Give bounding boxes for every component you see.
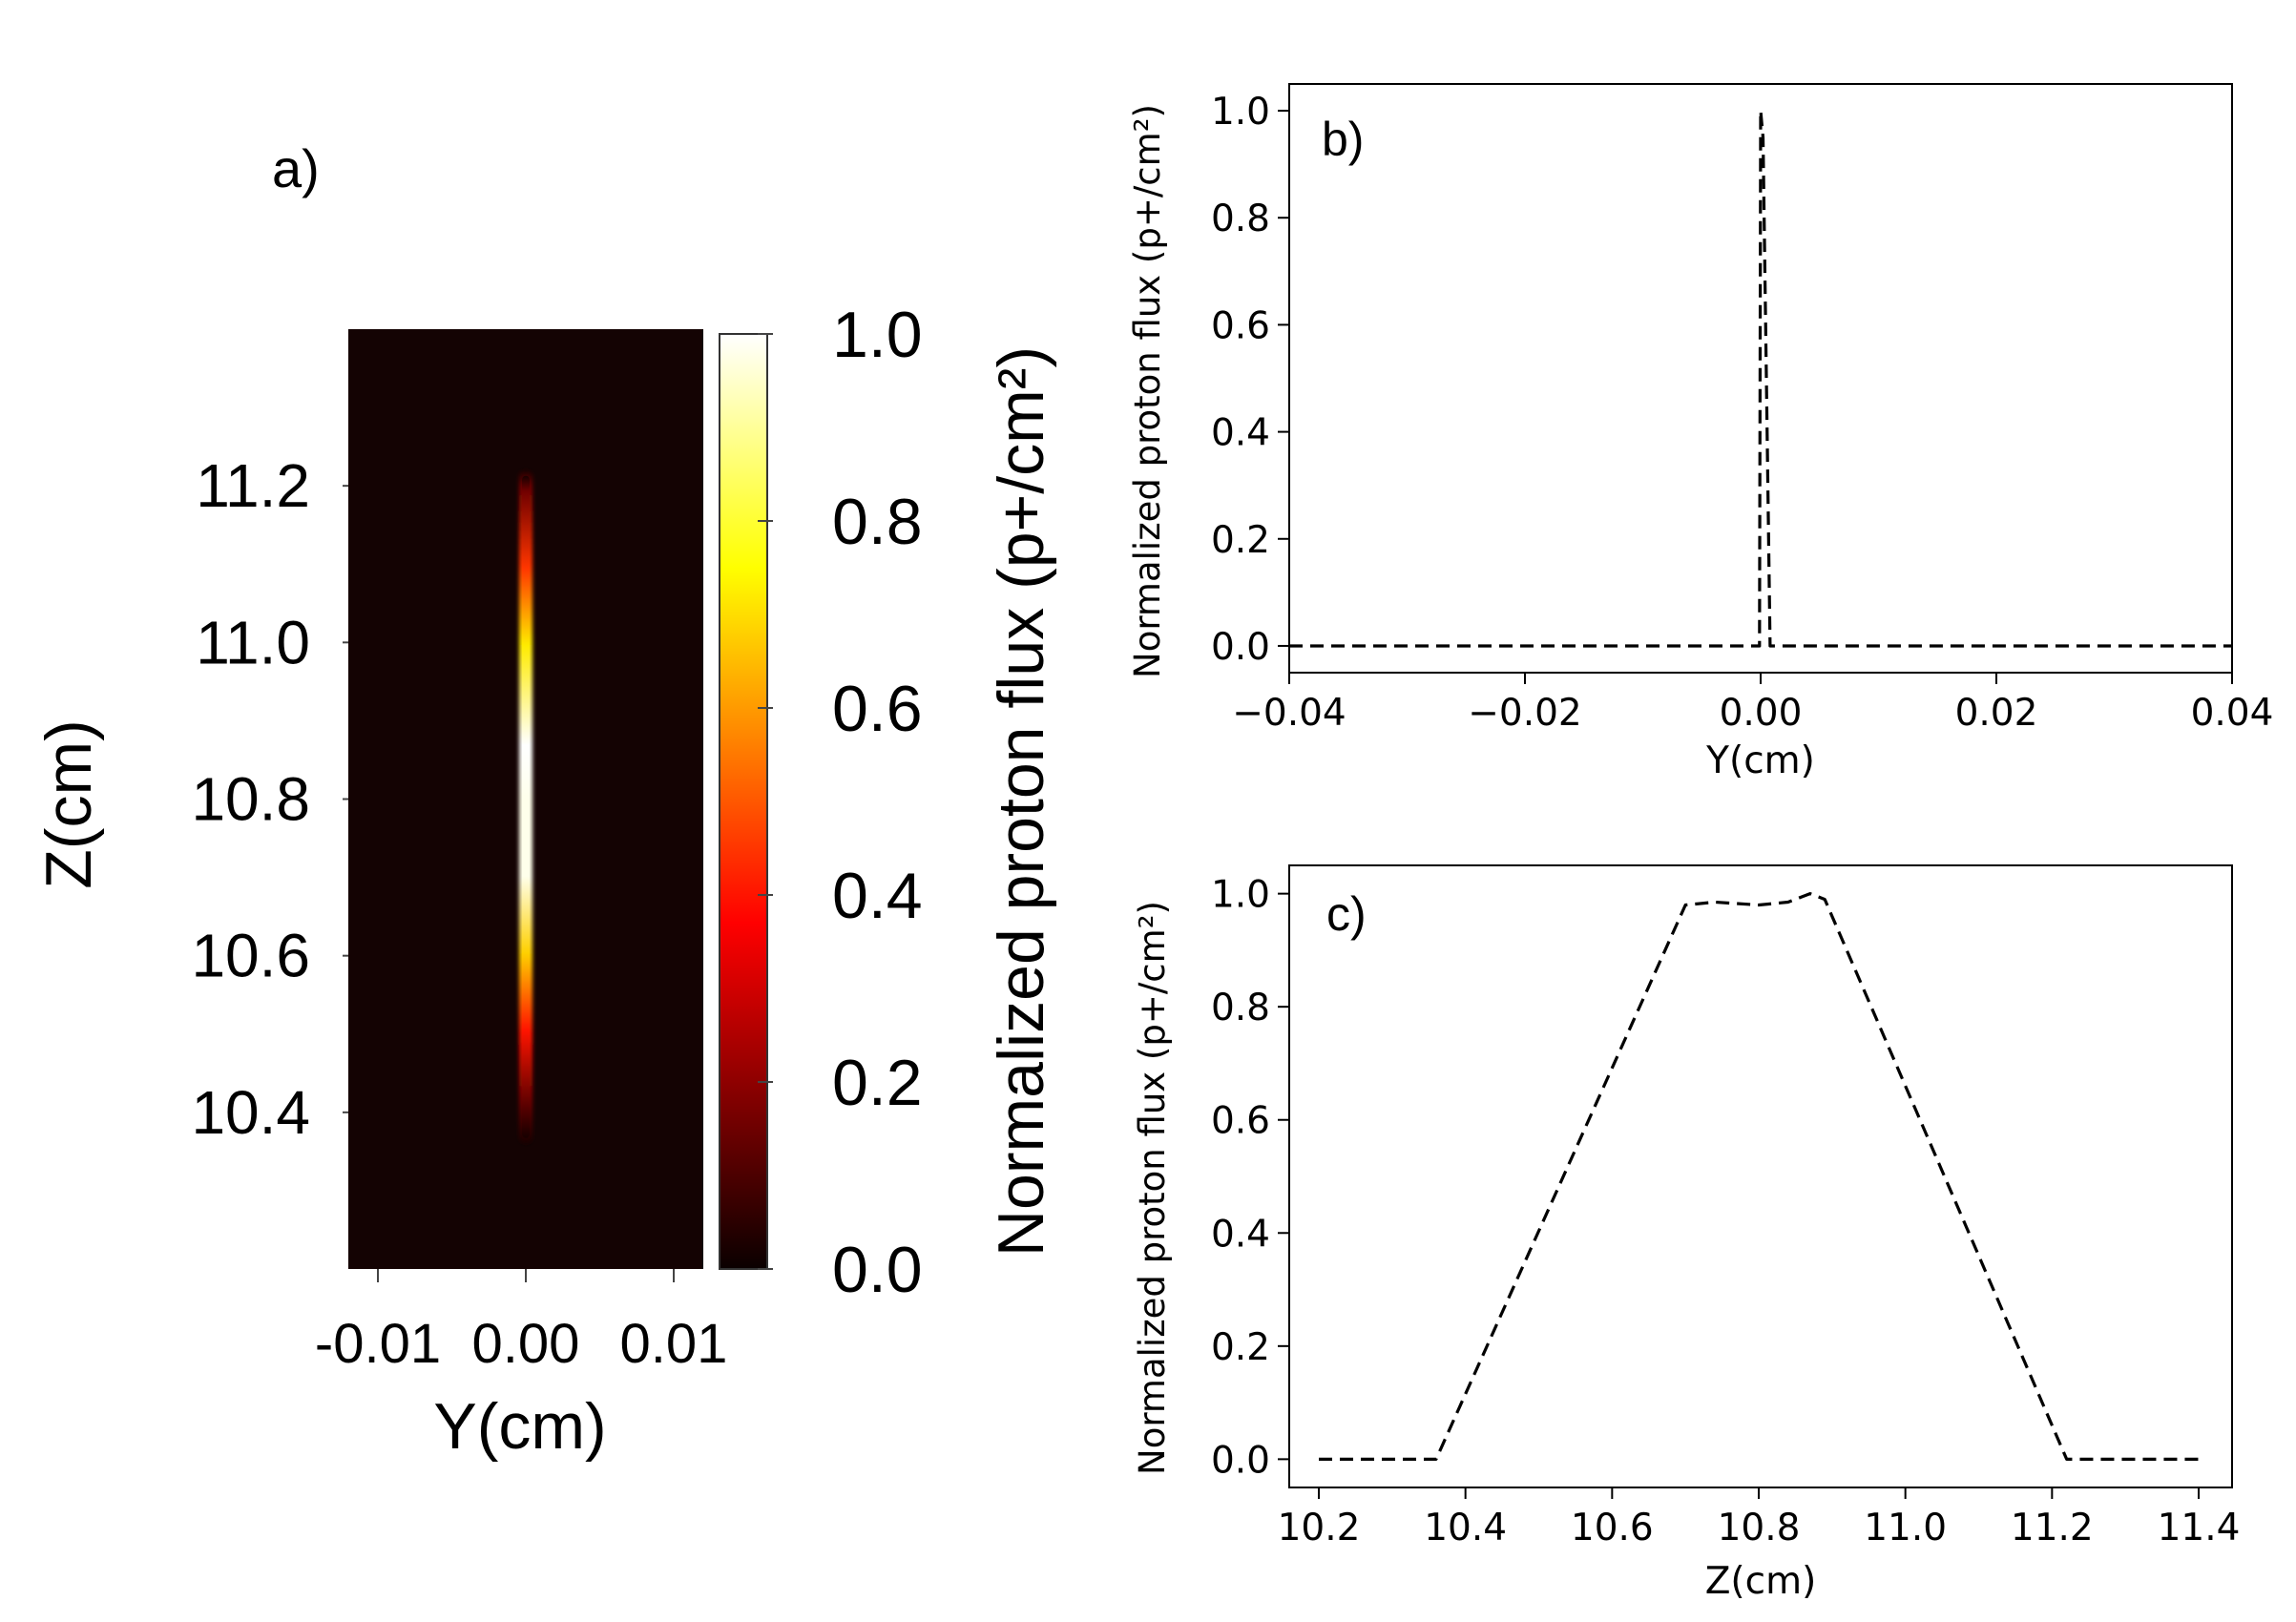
heatmap-x-ticks: -0.01 0.00 0.01 [315, 1269, 728, 1375]
panel-c-y-tick-label: 0.6 [1211, 1100, 1270, 1143]
panel-b-x-axis-label: Y(cm) [1705, 739, 1815, 782]
panel-b-x-ticks: −0.04 −0.02 0.00 0.02 0.04 [1232, 673, 2273, 735]
panel-b-y-tick-label: 1.0 [1211, 91, 1270, 134]
colorbar [719, 333, 768, 1270]
panel-b-x-tick-label: −0.02 [1468, 692, 1582, 735]
panel-c-series-line [1319, 891, 2199, 1462]
beam-core [522, 475, 530, 1138]
colorbar-tick-label: 1.0 [832, 299, 923, 371]
colorbar-tick-label: 0.4 [832, 860, 923, 932]
panel-b-y-axis-label: Normalized proton flux (p+/cm²) [1127, 104, 1168, 678]
panel-b-line-chart: 0.0 0.2 0.4 0.6 0.8 1.0 −0.04 −0.02 0.00 0.02 0.0… [1127, 83, 2273, 782]
heatmap-y-axis-label: Z(cm) [32, 719, 105, 888]
panel-b-x-tick-label: 0.04 [2191, 692, 2274, 735]
panel-c-x-tick-label: 10.2 [1278, 1507, 1361, 1549]
panel-c-y-ticks: 0.0 0.2 0.4 0.6 0.8 1.0 [1211, 874, 1289, 1482]
panel-c-plot-frame [1288, 864, 2233, 1488]
panel-c-y-tick-label: 0.4 [1211, 1213, 1270, 1256]
heatmap-y-tick-label: 10.4 [191, 1078, 310, 1147]
beam-group [519, 469, 532, 1144]
panel-a-heatmap: a) 10.4 10.6 10.8 11.0 11.2 -0.01 0.00 0.01 Y(… [32, 138, 1057, 1463]
panel-c-x-tick-label: 10.8 [1718, 1507, 1801, 1549]
heatmap-y-tick-label: 11.2 [196, 451, 310, 520]
panel-c-x-tick-label: 11.0 [1864, 1507, 1947, 1549]
heatmap-y-tick-label: 10.8 [191, 765, 310, 834]
panel-a-label: a) [272, 138, 320, 198]
panel-b-x-tick-label: 0.02 [1955, 692, 2038, 735]
panel-b-y-tick-label: 0.8 [1211, 198, 1270, 240]
panel-c-x-ticks: 10.2 10.4 10.6 10.8 11.0 11.2 11.4 [1278, 1487, 2241, 1549]
heatmap-y-tick-label: 11.0 [196, 608, 310, 676]
panel-c-x-tick-label: 11.2 [2011, 1507, 2094, 1549]
heatmap-y-ticks: 10.4 10.6 10.8 11.0 11.2 [191, 451, 348, 1147]
panel-c-line-chart: 0.00.20.40.60.81.0 10.2 10.4 10.6 10.8 11.0 1… [1132, 864, 2241, 1603]
heatmap-x-tick-label: 0.00 [472, 1313, 580, 1375]
panel-b-x-tick-label: −0.04 [1232, 692, 1346, 735]
colorbar-tick-label: 0.6 [832, 673, 923, 745]
panel-b-x-tick-label: 0.00 [1720, 692, 1803, 735]
panel-b-y-tick-label: 0.0 [1211, 626, 1270, 669]
panel-b-y-tick-label: 0.4 [1211, 412, 1270, 455]
panel-c-x-axis-label: Z(cm) [1705, 1560, 1817, 1603]
heatmap-x-axis-label: Y(cm) [433, 1390, 606, 1463]
panel-b-y-tick-label: 0.6 [1211, 304, 1270, 347]
panel-c-x-tick-label: 10.6 [1571, 1507, 1654, 1549]
panel-b-label: b) [1322, 113, 1364, 166]
heatmap-y-tick-label: 10.6 [191, 922, 310, 990]
panel-c-label: c) [1326, 887, 1367, 941]
panel-b-series [1289, 109, 2232, 648]
heatmap-x-tick-label: -0.01 [315, 1313, 441, 1375]
panel-c-y-tick-label: 0.8 [1211, 987, 1270, 1029]
panel-b-y-ticks: 0.0 0.2 0.4 0.6 0.8 1.0 [1211, 91, 1289, 669]
panel-c-y-tick-label: 0.2 [1211, 1326, 1270, 1369]
colorbar-ticks: 0.0 0.2 0.4 0.6 0.8 1.0 [758, 299, 923, 1306]
colorbar-label: Normalized proton flux (p+/cm²) [985, 346, 1057, 1257]
panel-b-y-tick-label: 0.2 [1211, 519, 1270, 562]
panel-c-series [1319, 891, 2199, 1462]
panel-c-y-tick-label: 1.0 [1211, 874, 1270, 917]
panel-c-y-axis-label: Normalized proton flux (p+/cm²) [1132, 901, 1173, 1475]
colorbar-tick-label: 0.2 [832, 1047, 923, 1119]
colorbar-tick-label: 0.0 [832, 1234, 923, 1306]
panel-b-series-line [1289, 109, 2232, 648]
panel-c-y-tick-label: 0.0 [1211, 1439, 1270, 1482]
heatmap-x-tick-label: 0.01 [620, 1313, 728, 1375]
panel-c-x-tick-label: 11.4 [2158, 1507, 2241, 1549]
panel-c-x-tick-label: 10.4 [1424, 1507, 1507, 1549]
colorbar-tick-label: 0.8 [832, 486, 923, 558]
